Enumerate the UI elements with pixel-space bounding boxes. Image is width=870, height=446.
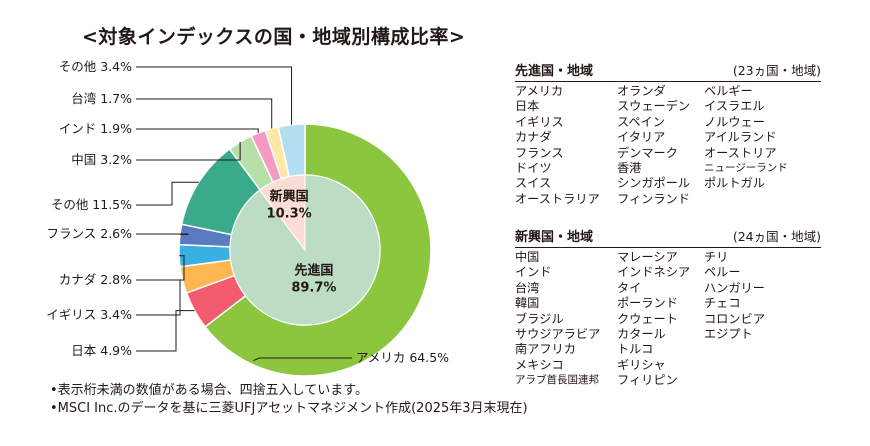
developed-column-2: オランダ スウェーデン スペイン イタリア デンマーク 香港 シンガポール フィンランド (617, 84, 704, 207)
footnote-rounding: •表示桁未満の数値がある場合、四捨五入しています。 (50, 383, 368, 398)
emerging-list: 中国 インド 台湾 韓国 ブラジル サウジアラビア 南アフリカ メキシコアラブ首長国連邦 マレ… (515, 250, 821, 389)
developed-title: 先進国・地域 (515, 64, 594, 79)
country-item: アラブ首長国連邦 (515, 374, 599, 387)
pie-chart: 先進国 89.7% 新興国 10.3% アメリカ 64.5% 日本 4.9% イギリス 3.… (46, 59, 449, 377)
developed-list: アメリカ 日本 イギリス カナダ フランス ドイツ スイス オーストラリア オランダ スウェーデ… (515, 84, 821, 207)
leader-line (136, 255, 185, 281)
country-item: 香港 (617, 161, 642, 176)
country-item: インドネシア (617, 265, 691, 280)
country-item: シンガポール (617, 176, 691, 191)
emerging-column-2: マレーシア インドネシア タイ ポーランド クウェート カタール トルコ ギリシャ フィリピン (617, 250, 704, 389)
country-item: ベルギー (704, 84, 753, 98)
slice-label: カナダ 2.8% (59, 272, 132, 287)
country-item: インド (515, 265, 552, 280)
country-item: 台湾 (515, 280, 540, 295)
country-item: コロンビア (704, 311, 765, 326)
emerging-header: 新興国・地域 (24ヵ国・地域) (515, 226, 821, 248)
country-item: デンマーク (617, 145, 678, 160)
developed-column-1: アメリカ 日本 イギリス カナダ フランス ドイツ スイス オーストラリア (515, 84, 617, 207)
developed-header: 先進国・地域 (23ヵ国・地域) (515, 60, 821, 82)
country-item: 日本 (515, 99, 540, 114)
inner-label-value: 10.3% (267, 207, 312, 222)
inner-label-name: 先進国 (294, 263, 333, 279)
country-item: 韓国 (515, 296, 540, 311)
emerging-panel: 新興国・地域 (24ヵ国・地域) 中国 インド 台湾 韓国 ブラジル サウジアラビア 南アフ… (515, 226, 821, 389)
country-item: エジプト (704, 327, 753, 342)
country-item: アイルランド (704, 130, 777, 145)
footnotes: •表示桁未満の数値がある場合、四捨五入しています。 •MSCI Inc.のデータ… (50, 382, 528, 418)
slice-label: イギリス 3.4% (46, 307, 132, 322)
country-item: フィンランド (617, 191, 690, 206)
country-item: ハンガリー (704, 280, 765, 295)
footnote-source: •MSCI Inc.のデータを基に三菱UFJアセットマネジメント作成(2025年… (50, 401, 528, 416)
country-item: イスラエル (704, 99, 765, 114)
country-item: スウェーデン (617, 99, 691, 114)
country-item: ニュージーランド (704, 162, 788, 175)
country-item: フランス (515, 145, 564, 160)
inner-label-name: 新興国 (270, 189, 309, 205)
leader-line (136, 310, 195, 352)
country-item: スイス (515, 176, 552, 191)
slice-label: その他 11.5% (51, 197, 132, 212)
country-item: 中国 (515, 250, 540, 264)
developed-panel: 先進国・地域 (23ヵ国・地域) アメリカ 日本 イギリス カナダ フランス ドイツ スイス… (515, 60, 821, 207)
leader-line (136, 66, 293, 125)
country-item: マレーシア (617, 250, 678, 264)
chart-title: <対象インデックスの国・地域別構成比率> (82, 26, 466, 48)
leader-line (253, 357, 352, 362)
country-item: タイ (617, 280, 642, 295)
slice-label: 日本 4.9% (71, 343, 132, 358)
leader-line (136, 279, 183, 316)
emerging-title: 新興国・地域 (515, 230, 594, 245)
slice-label: 台湾 1.7% (71, 91, 132, 106)
country-item: スペイン (617, 114, 665, 129)
leader-line (136, 128, 259, 134)
country-item: オーストリア (704, 145, 777, 160)
country-item: ペルー (704, 265, 741, 280)
country-item: イタリア (617, 130, 666, 145)
country-item: ノルウェー (704, 114, 765, 129)
country-item: ブラジル (515, 311, 564, 326)
country-item: ポルトガル (704, 176, 765, 191)
country-item: ポーランド (617, 296, 678, 311)
slice-label: フランス 2.6% (47, 226, 133, 241)
slice-label: 中国 3.2% (71, 152, 132, 167)
developed-count: (23ヵ国・地域) (732, 63, 821, 78)
country-item: オーストラリア (515, 191, 600, 206)
country-item: フィリピン (617, 373, 678, 388)
slice-label: その他 3.4% (59, 59, 132, 74)
country-item: クウェート (617, 311, 678, 326)
slice-label: アメリカ 64.5% (356, 350, 449, 365)
leader-line (136, 181, 199, 206)
country-item: チリ (704, 250, 729, 264)
country-item: アメリカ (515, 84, 564, 98)
country-item: トルコ (617, 342, 654, 357)
country-item: カナダ (515, 130, 552, 145)
country-item: ドイツ (515, 161, 552, 176)
emerging-column-1: 中国 インド 台湾 韓国 ブラジル サウジアラビア 南アフリカ メキシコアラブ首長国連邦 (515, 250, 617, 389)
developed-column-3: ベルギー イスラエル ノルウェー アイルランド オーストリア ニュージーランド ポルトガル (704, 84, 814, 207)
country-item: イギリス (515, 114, 564, 129)
country-item: オランダ (617, 84, 666, 98)
country-item: チェコ (704, 296, 741, 311)
leader-line (136, 98, 273, 129)
slice-label: インド 1.9% (59, 121, 132, 136)
country-item: ギリシャ (617, 357, 666, 372)
emerging-count: (24ヵ国・地域) (732, 229, 821, 244)
emerging-column-3: チリ ペルー ハンガリー チェコ コロンビア エジプト (704, 250, 814, 389)
inner-slice-1 (259, 174, 306, 252)
leader-line (136, 141, 241, 161)
country-item: カタール (617, 327, 666, 342)
inner-label-value: 89.7% (291, 281, 336, 296)
country-item: 南アフリカ (515, 342, 576, 357)
country-item: メキシコ (515, 357, 564, 372)
country-item: サウジアラビア (515, 327, 601, 342)
